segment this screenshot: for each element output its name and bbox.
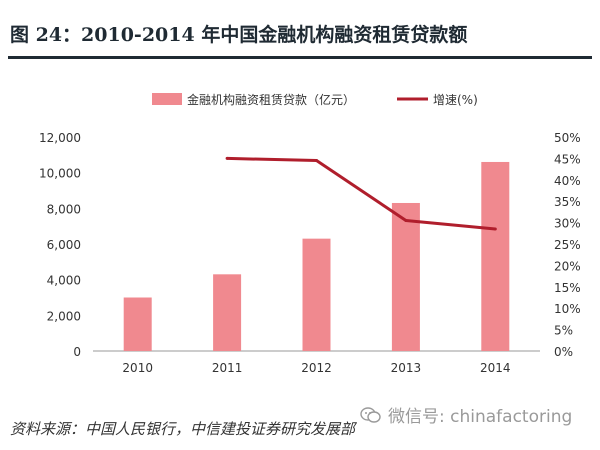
y-right-tick-label: 35%: [554, 195, 581, 209]
y-right-tick-label: 0%: [554, 345, 573, 359]
bar: [391, 202, 420, 351]
x-tick-label: 2010: [122, 361, 153, 375]
x-tick-label: 2014: [480, 361, 511, 375]
y-right-tick-label: 45%: [554, 152, 581, 166]
chart-title: 图 24：2010-2014 年中国金融机构融资租赁贷款额: [10, 24, 468, 46]
bar: [302, 238, 331, 351]
watermark: 微信号: chinafactoring: [360, 402, 572, 427]
x-tick-label: 2013: [391, 361, 422, 375]
growth-point: [493, 227, 497, 231]
y-right-tick-label: 40%: [554, 174, 581, 188]
y-left-tick-label: 10,000: [39, 167, 81, 181]
y-right-tick-label: 50%: [554, 131, 581, 145]
y-left-tick-label: 8,000: [47, 202, 81, 216]
y-left-tick-label: 6,000: [47, 238, 81, 252]
source-note: 资料来源：中国人民银行，中信建投证券研究发展部: [10, 420, 356, 438]
x-tick-label: 2012: [301, 361, 332, 375]
growth-point: [225, 156, 229, 160]
y-right-tick-label: 25%: [554, 238, 581, 252]
y-right-tick-label: 30%: [554, 217, 581, 231]
y-right-tick-label: 15%: [554, 281, 581, 295]
bar: [213, 274, 242, 351]
growth-line: [227, 156, 496, 231]
legend-bar-label: 金融机构融资租赁贷款（亿元）: [187, 92, 355, 107]
wechat-icon: [360, 406, 381, 423]
legend-line-label: 增速(%): [433, 93, 478, 107]
growth-point: [315, 159, 318, 163]
y-right-tick-label: 10%: [554, 302, 581, 316]
y-left-tick-label: 12,000: [39, 131, 81, 145]
title-bar: 图 24：2010-2014 年中国金融机构融资租赁贷款额: [0, 0, 600, 64]
y-left-tick-label: 0: [73, 345, 81, 359]
bar: [123, 297, 152, 351]
y-left-tick-label: 4,000: [47, 274, 81, 288]
growth-point: [404, 218, 408, 222]
x-tick-label: 2011: [212, 361, 243, 375]
y-left-tick-label: 2,000: [47, 309, 81, 323]
bar: [481, 161, 510, 351]
watermark-text: 微信号: chinafactoring: [388, 407, 573, 427]
y-right-tick-label: 5%: [554, 324, 573, 338]
y-right-tick-label: 20%: [554, 259, 581, 273]
title-divider: [8, 56, 592, 59]
legend-bar-swatch: [152, 93, 182, 105]
